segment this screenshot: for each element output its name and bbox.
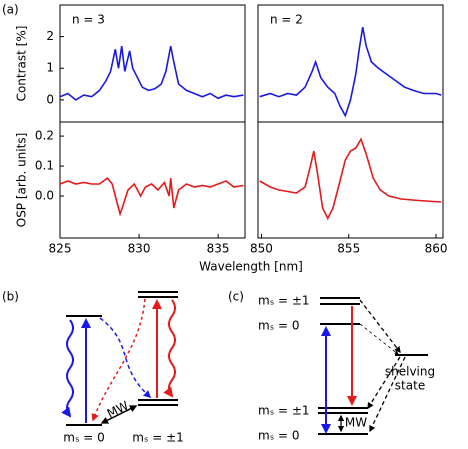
line bbox=[259, 26, 442, 118]
diagram-c: (c) mₛ = ±1 mₛ = 0 mₛ = ±1 mₛ = 0 MW she… bbox=[228, 290, 435, 443]
x-axis-label: Wavelength [nm] bbox=[199, 260, 303, 274]
x-tick-label: 860 bbox=[425, 242, 448, 256]
wavy-arrow bbox=[163, 299, 176, 398]
y-tick-label: 0.2 bbox=[35, 129, 54, 143]
panel-label: (a) bbox=[2, 3, 19, 17]
x-tick-label: 850 bbox=[250, 242, 273, 256]
x-tick-label: 855 bbox=[337, 242, 360, 256]
mw-label: MW bbox=[105, 398, 131, 421]
y-axis-label: Contrast [%] bbox=[15, 26, 29, 102]
shelving-label: shelving bbox=[385, 365, 435, 379]
y-tick-label: 2 bbox=[46, 29, 54, 43]
level-label: mₛ = 0 bbox=[63, 431, 104, 445]
shelving-label: state bbox=[395, 379, 425, 393]
plot-frame bbox=[257, 121, 444, 239]
line bbox=[259, 137, 442, 221]
x-tick-label: 825 bbox=[49, 242, 72, 256]
level-label: mₛ = ±1 bbox=[258, 404, 310, 418]
annotation: n = 2 bbox=[270, 13, 303, 27]
annotation: n = 3 bbox=[72, 13, 105, 27]
dashed-arrow bbox=[367, 356, 401, 410]
mw-arrow bbox=[100, 405, 138, 424]
y-axis-label: OSP [arb. units] bbox=[15, 133, 29, 228]
panel-label: (c) bbox=[228, 290, 244, 304]
dashed-arrow bbox=[359, 299, 401, 354]
level-label: mₛ = 0 bbox=[258, 319, 299, 333]
plot-frame bbox=[59, 121, 246, 239]
mw-label: MW bbox=[345, 416, 367, 430]
line bbox=[59, 176, 244, 217]
x-tick-label: 830 bbox=[128, 242, 151, 256]
diagram-b: (b) MW mₛ = 0 mₛ = ±1 bbox=[2, 290, 184, 445]
x-tick-label: 835 bbox=[207, 242, 230, 256]
level-label: mₛ = ±1 bbox=[132, 431, 184, 445]
y-tick-label: 1 bbox=[46, 61, 54, 75]
dashed-arrow bbox=[359, 323, 399, 355]
level-label: mₛ = 0 bbox=[258, 429, 299, 443]
y-tick-label: 0 bbox=[46, 92, 54, 106]
dashed-arrow bbox=[91, 298, 146, 422]
y-tick-label: 0.0 bbox=[35, 189, 54, 203]
level-label: mₛ = ±1 bbox=[258, 294, 310, 308]
wavy-arrow bbox=[61, 319, 74, 418]
y-tick-label: 0.1 bbox=[35, 159, 54, 173]
line bbox=[59, 45, 244, 101]
panel-label: (b) bbox=[2, 290, 19, 304]
